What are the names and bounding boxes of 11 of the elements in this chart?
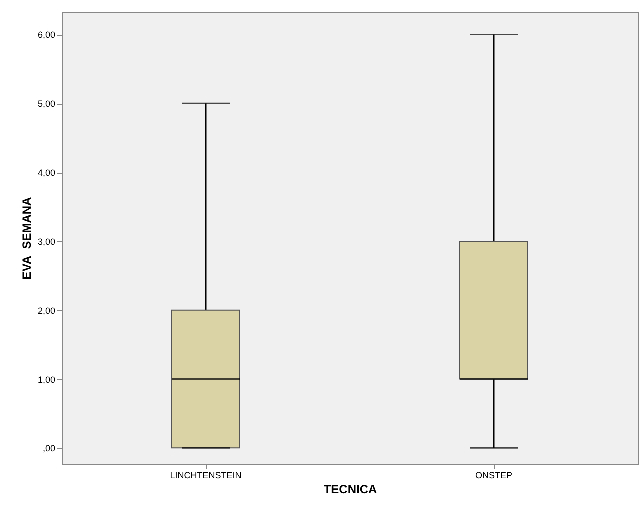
y-axis-title: EVA_SEMANA (20, 196, 34, 280)
y-tick-label: 3,00 (38, 236, 56, 247)
x-tick-label: ONSTEP (475, 470, 513, 480)
x-axis-title: TECNICA (324, 482, 378, 496)
x-tick-label: LINCHTENSTEIN (170, 470, 242, 480)
y-tick-label: 1,00 (38, 374, 56, 385)
y-tick-label: 4,00 (38, 168, 56, 178)
y-tick-label: 2,00 (38, 306, 56, 316)
y-tick-label: ,00 (42, 444, 56, 454)
y-tick-label: 6,00 (38, 30, 56, 40)
y-tick-label: 5,00 (38, 99, 56, 110)
